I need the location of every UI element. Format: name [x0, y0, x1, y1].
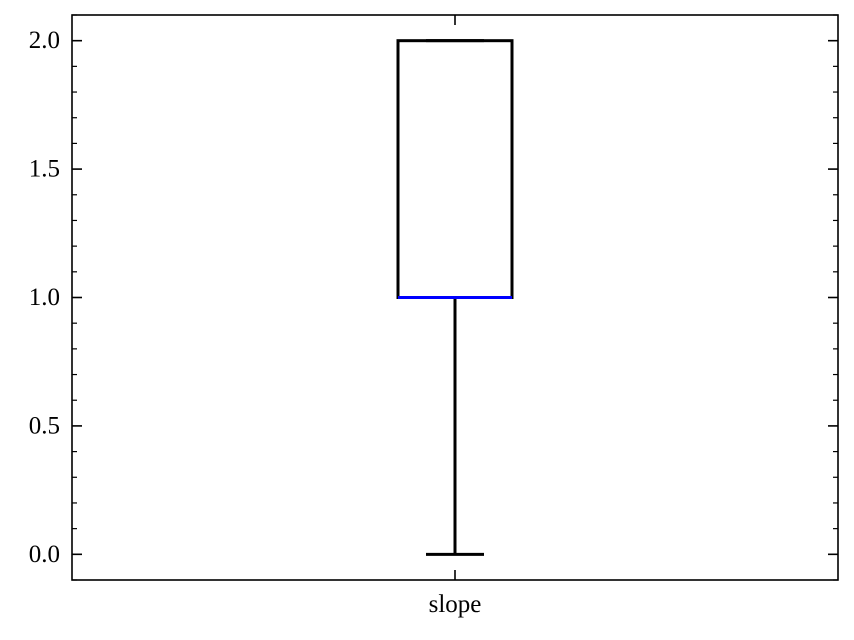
- y-tick-label: 0.5: [29, 412, 60, 439]
- y-tick-label: 2.0: [29, 27, 60, 54]
- boxes: [396, 39, 514, 556]
- x-tick-labels: slope: [429, 591, 482, 618]
- y-tick-label: 1.5: [29, 156, 60, 183]
- y-tick-label: 0.0: [29, 541, 60, 568]
- y-major-ticks: [72, 39, 838, 556]
- box-slope: [396, 39, 514, 556]
- plot-frame: [71, 14, 839, 581]
- y-minor-ticks: [72, 14, 838, 581]
- box-body: [396, 39, 514, 299]
- x-tick-label: slope: [429, 591, 482, 618]
- y-tick-label: 1.0: [29, 284, 60, 311]
- y-tick-labels: 0.0 0.5 1.0 1.5 2.0: [29, 27, 60, 568]
